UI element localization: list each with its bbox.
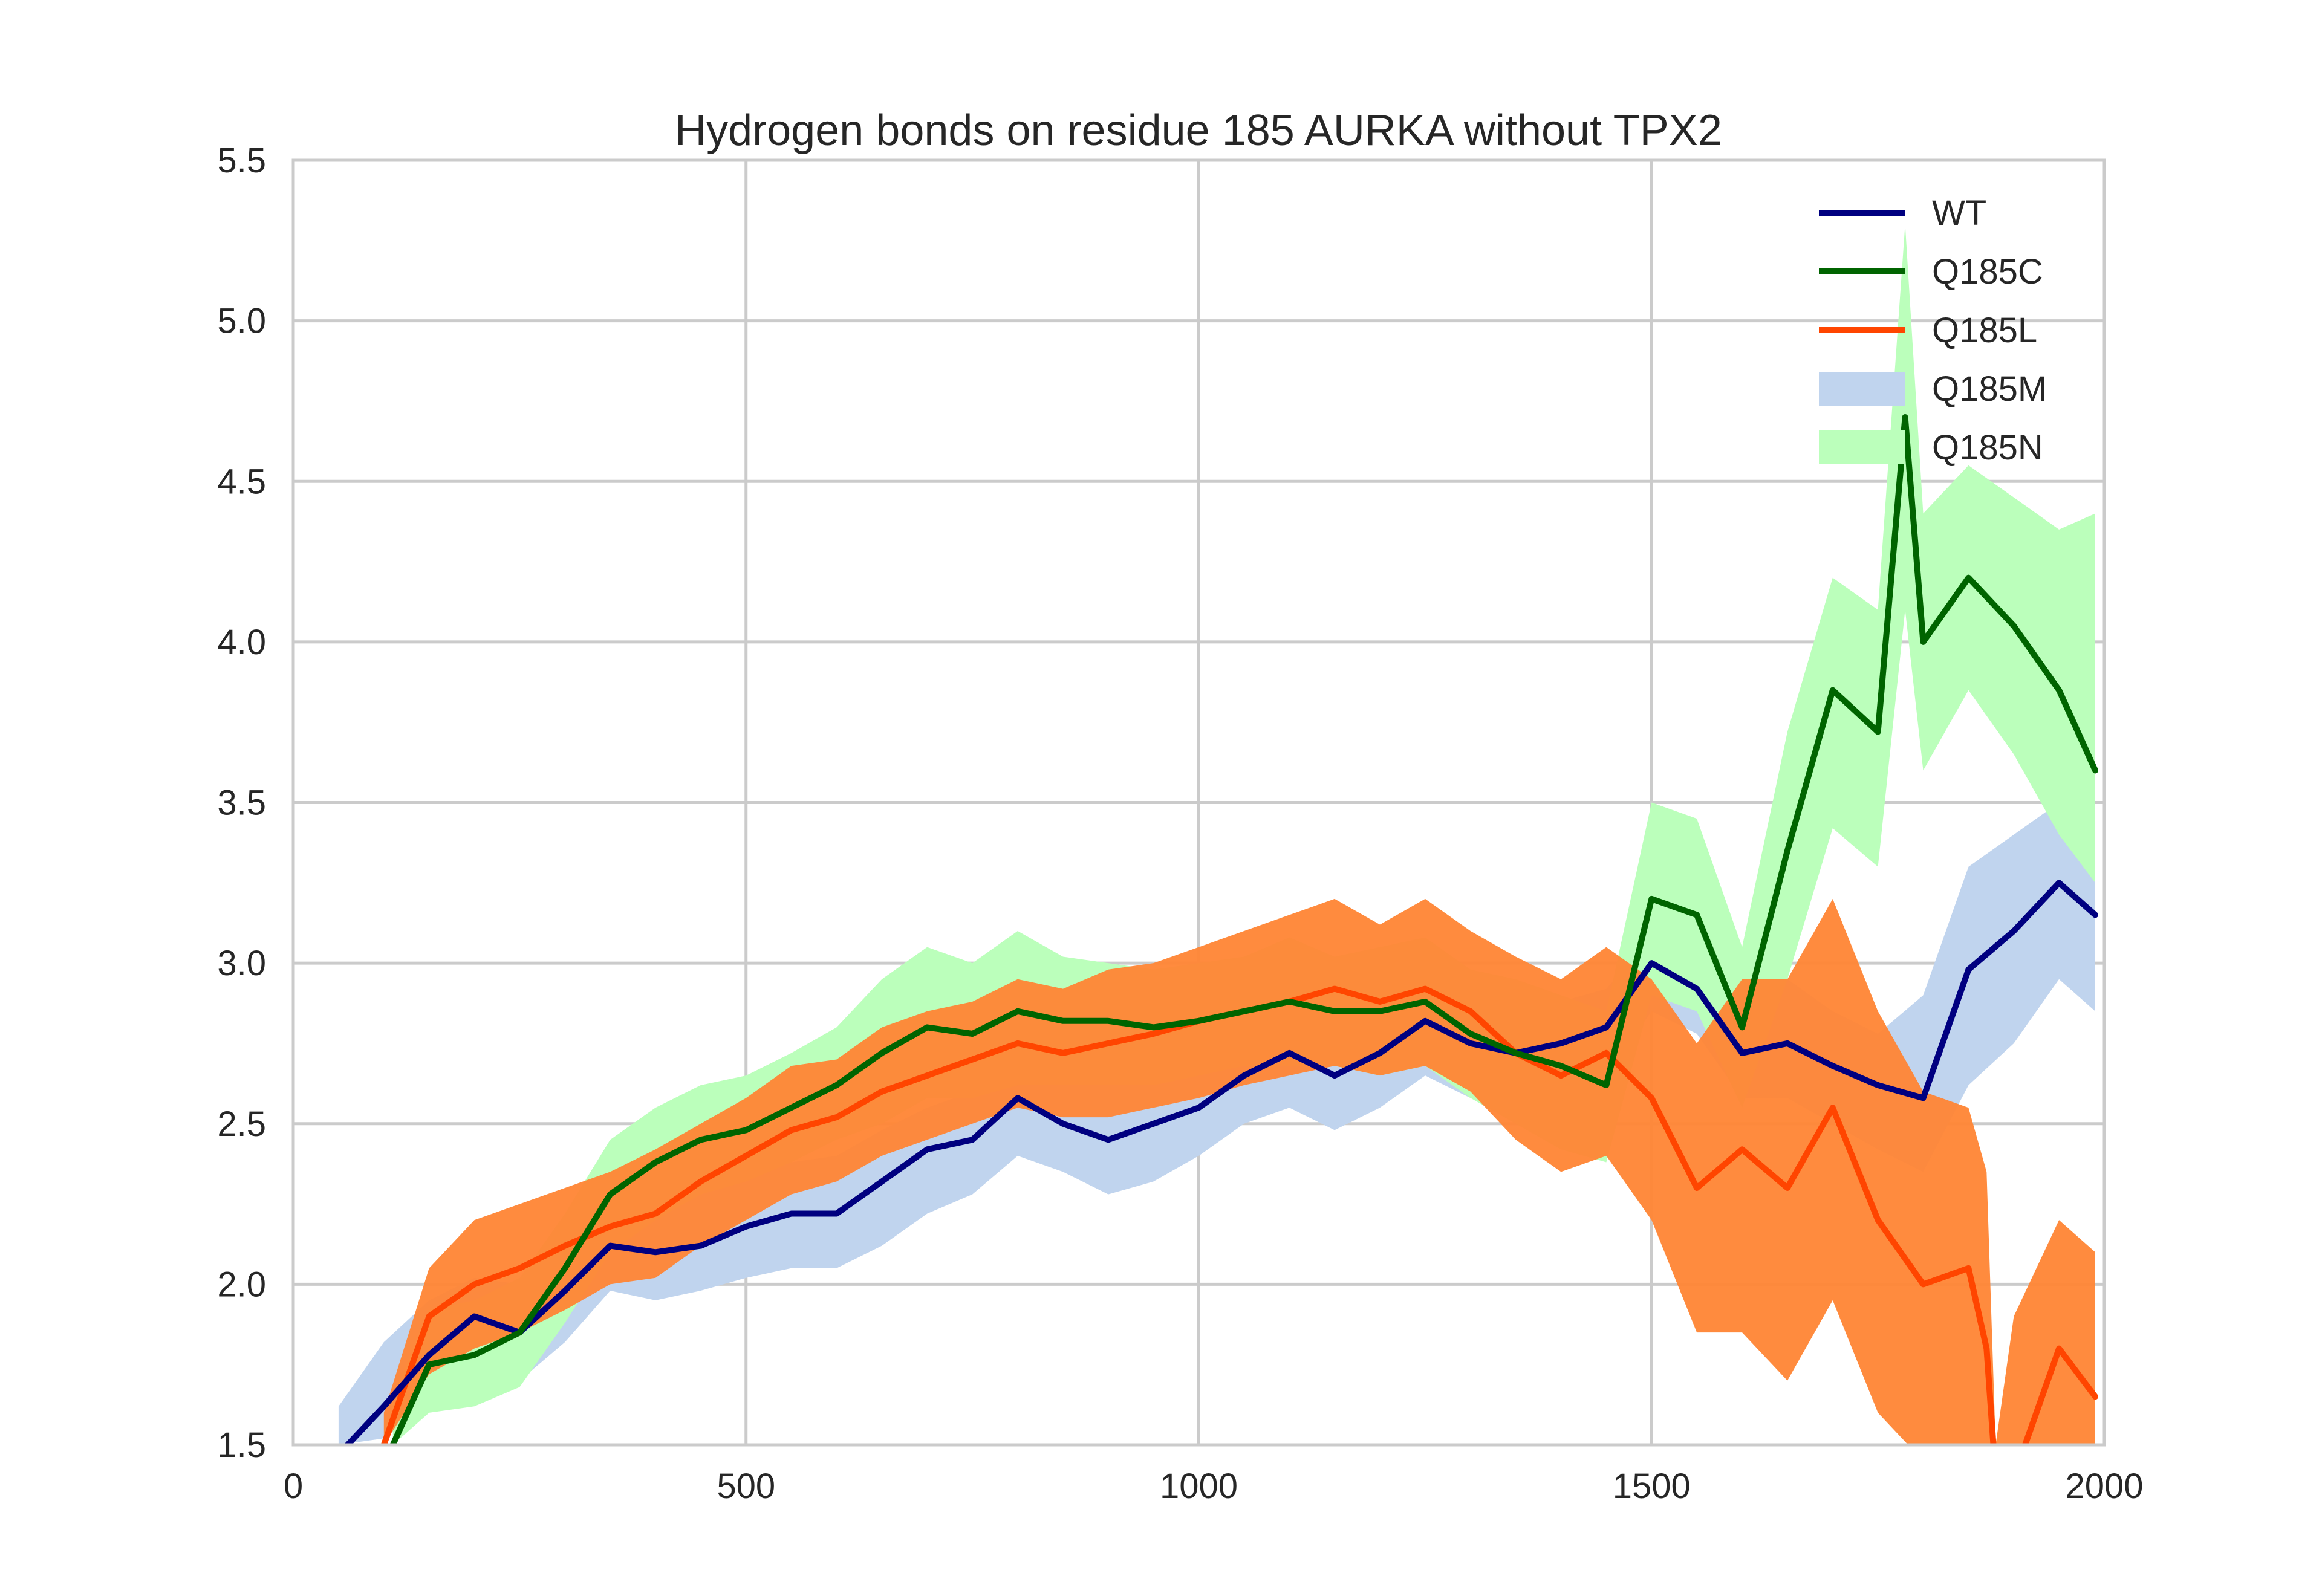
legend-label: Q185M (1932, 369, 2047, 409)
line-q185c (389, 414, 2098, 1445)
y-tick-label: 2.0 (217, 1265, 266, 1304)
band-q185l-spread (383, 898, 2095, 1445)
legend-label: WT (1932, 193, 1986, 233)
legend: WT Q185C Q185L Q185M Q185N (1819, 193, 2047, 467)
y-tick-label: 1.5 (217, 1426, 266, 1465)
legend-swatch (1819, 372, 1905, 406)
chart-title: Hydrogen bonds on residue 185 AURKA with… (675, 106, 1722, 155)
legend-swatch (1819, 430, 1905, 464)
legend-item-q185n: Q185N (1819, 428, 2043, 467)
y-tick-label: 4.0 (217, 623, 266, 662)
plot-frame (291, 158, 2106, 1447)
legend-item-q185c: Q185C (1819, 252, 2043, 291)
y-tick-label: 3.5 (217, 783, 266, 823)
x-tick-label: 500 (717, 1467, 775, 1506)
x-tick-label: 0 (284, 1467, 303, 1506)
y-tick-label: 3.0 (217, 944, 266, 983)
legend-item-q185m: Q185M (1819, 369, 2047, 409)
axis-ticks: 0 500 1000 1500 2000 1.5 2.0 2.5 3.0 3.5 4.0 4.5 5.0… (217, 141, 2143, 1506)
x-tick-label: 1500 (1613, 1467, 1691, 1506)
line-layer (344, 414, 2098, 1445)
x-tick-label: 2000 (2065, 1467, 2143, 1506)
line-wt (344, 880, 2098, 1445)
legend-item-q185l: Q185L (1819, 311, 2037, 350)
legend-label: Q185C (1932, 252, 2043, 291)
y-tick-label: 4.5 (217, 462, 266, 501)
y-tick-label: 5.5 (217, 141, 266, 180)
y-tick-label: 2.5 (217, 1105, 266, 1144)
x-tick-label: 1000 (1160, 1467, 1238, 1506)
band-layer (338, 224, 2096, 1445)
legend-item-wt: WT (1819, 193, 1986, 233)
legend-label: Q185N (1932, 428, 2043, 467)
legend-label: Q185L (1932, 311, 2037, 350)
y-tick-label: 5.0 (217, 302, 266, 341)
